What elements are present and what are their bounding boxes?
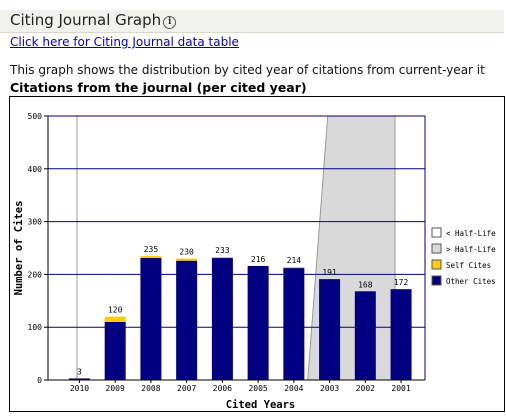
y-axis-label: Number of Cites xyxy=(13,201,25,296)
info-icon[interactable]: i xyxy=(163,16,177,29)
data-label: 3 xyxy=(77,367,82,376)
bar-self-cites xyxy=(176,258,198,261)
bar-self-cites xyxy=(211,256,233,259)
legend-swatch xyxy=(431,227,442,238)
y-tick-label: 400 xyxy=(28,165,43,174)
bar-other-cites xyxy=(68,378,90,380)
x-tick-label: 2007 xyxy=(177,384,196,393)
data-table-link[interactable]: Click here for Citing Journal data table xyxy=(10,35,239,49)
x-tick-label: 2010 xyxy=(70,384,89,393)
bar-other-cites xyxy=(140,258,162,380)
legend-label: Other Cites xyxy=(446,277,496,286)
bar-self-cites xyxy=(140,255,162,259)
x-tick-label: 2004 xyxy=(284,384,303,393)
x-tick-label: 2001 xyxy=(391,384,410,393)
legend-swatch xyxy=(431,243,442,254)
x-tick-label: 2005 xyxy=(248,384,267,393)
bar-self-cites xyxy=(104,316,126,322)
data-label: 120 xyxy=(108,306,123,315)
chart-heading: Citations from the journal (per cited ye… xyxy=(10,80,307,95)
legend-swatch xyxy=(431,259,442,270)
bar-other-cites xyxy=(176,260,198,380)
bar-self-cites xyxy=(283,267,305,269)
data-label: 216 xyxy=(251,255,266,264)
data-label: 172 xyxy=(394,278,409,287)
page-title: Citing Journal Graph i xyxy=(10,11,177,29)
bar-other-cites xyxy=(104,321,126,380)
x-tick-label: 2002 xyxy=(356,384,375,393)
x-tick-label: 2009 xyxy=(106,384,125,393)
x-axis-label: Cited Years xyxy=(226,399,296,411)
data-label: 168 xyxy=(358,280,373,289)
y-tick-label: 100 xyxy=(28,323,43,332)
y-tick-label: 300 xyxy=(28,218,43,227)
data-label: 230 xyxy=(179,248,194,257)
bar-other-cites xyxy=(211,258,233,380)
legend-label: > Half-Life xyxy=(446,245,496,254)
legend-label: < Half-Life xyxy=(446,229,496,238)
x-tick-label: 2006 xyxy=(213,384,232,393)
legend-label: Self Cites xyxy=(446,261,491,270)
data-label: 235 xyxy=(144,245,159,254)
bar-other-cites xyxy=(319,279,341,380)
x-tick-label: 2003 xyxy=(320,384,339,393)
bar-other-cites xyxy=(283,268,305,380)
legend-swatch xyxy=(431,275,442,286)
data-label: 214 xyxy=(287,256,302,265)
bar-other-cites xyxy=(354,291,376,380)
bar-other-cites xyxy=(247,265,269,380)
title-bar: Citing Journal Graph i xyxy=(0,10,504,33)
data-label: 233 xyxy=(215,246,230,255)
y-tick-label: 500 xyxy=(28,112,43,121)
bar-other-cites xyxy=(390,289,412,380)
y-tick-label: 0 xyxy=(37,376,42,385)
x-tick-label: 2008 xyxy=(141,384,160,393)
graph-description: This graph shows the distribution by cit… xyxy=(10,63,485,77)
data-label: 191 xyxy=(322,268,337,277)
y-tick-label: 200 xyxy=(28,270,43,279)
